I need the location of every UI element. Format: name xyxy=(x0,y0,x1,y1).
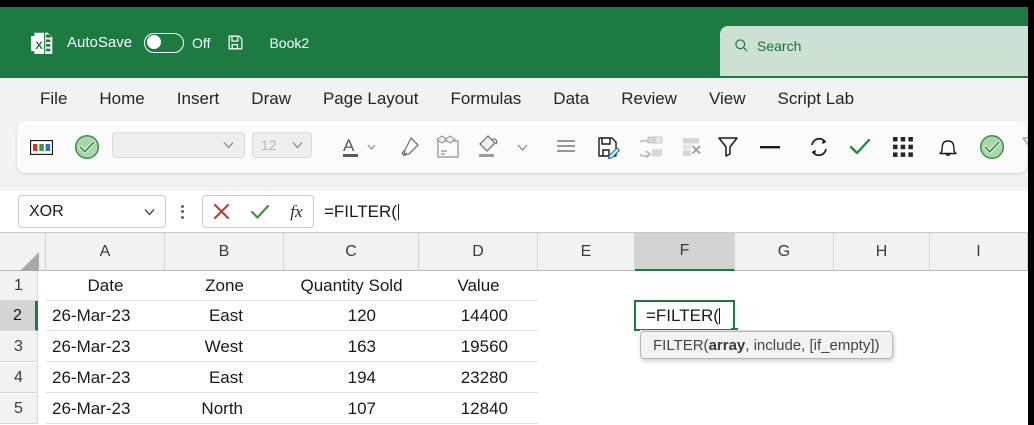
svg-text:A: A xyxy=(343,136,355,155)
svg-text:X: X xyxy=(35,39,43,51)
